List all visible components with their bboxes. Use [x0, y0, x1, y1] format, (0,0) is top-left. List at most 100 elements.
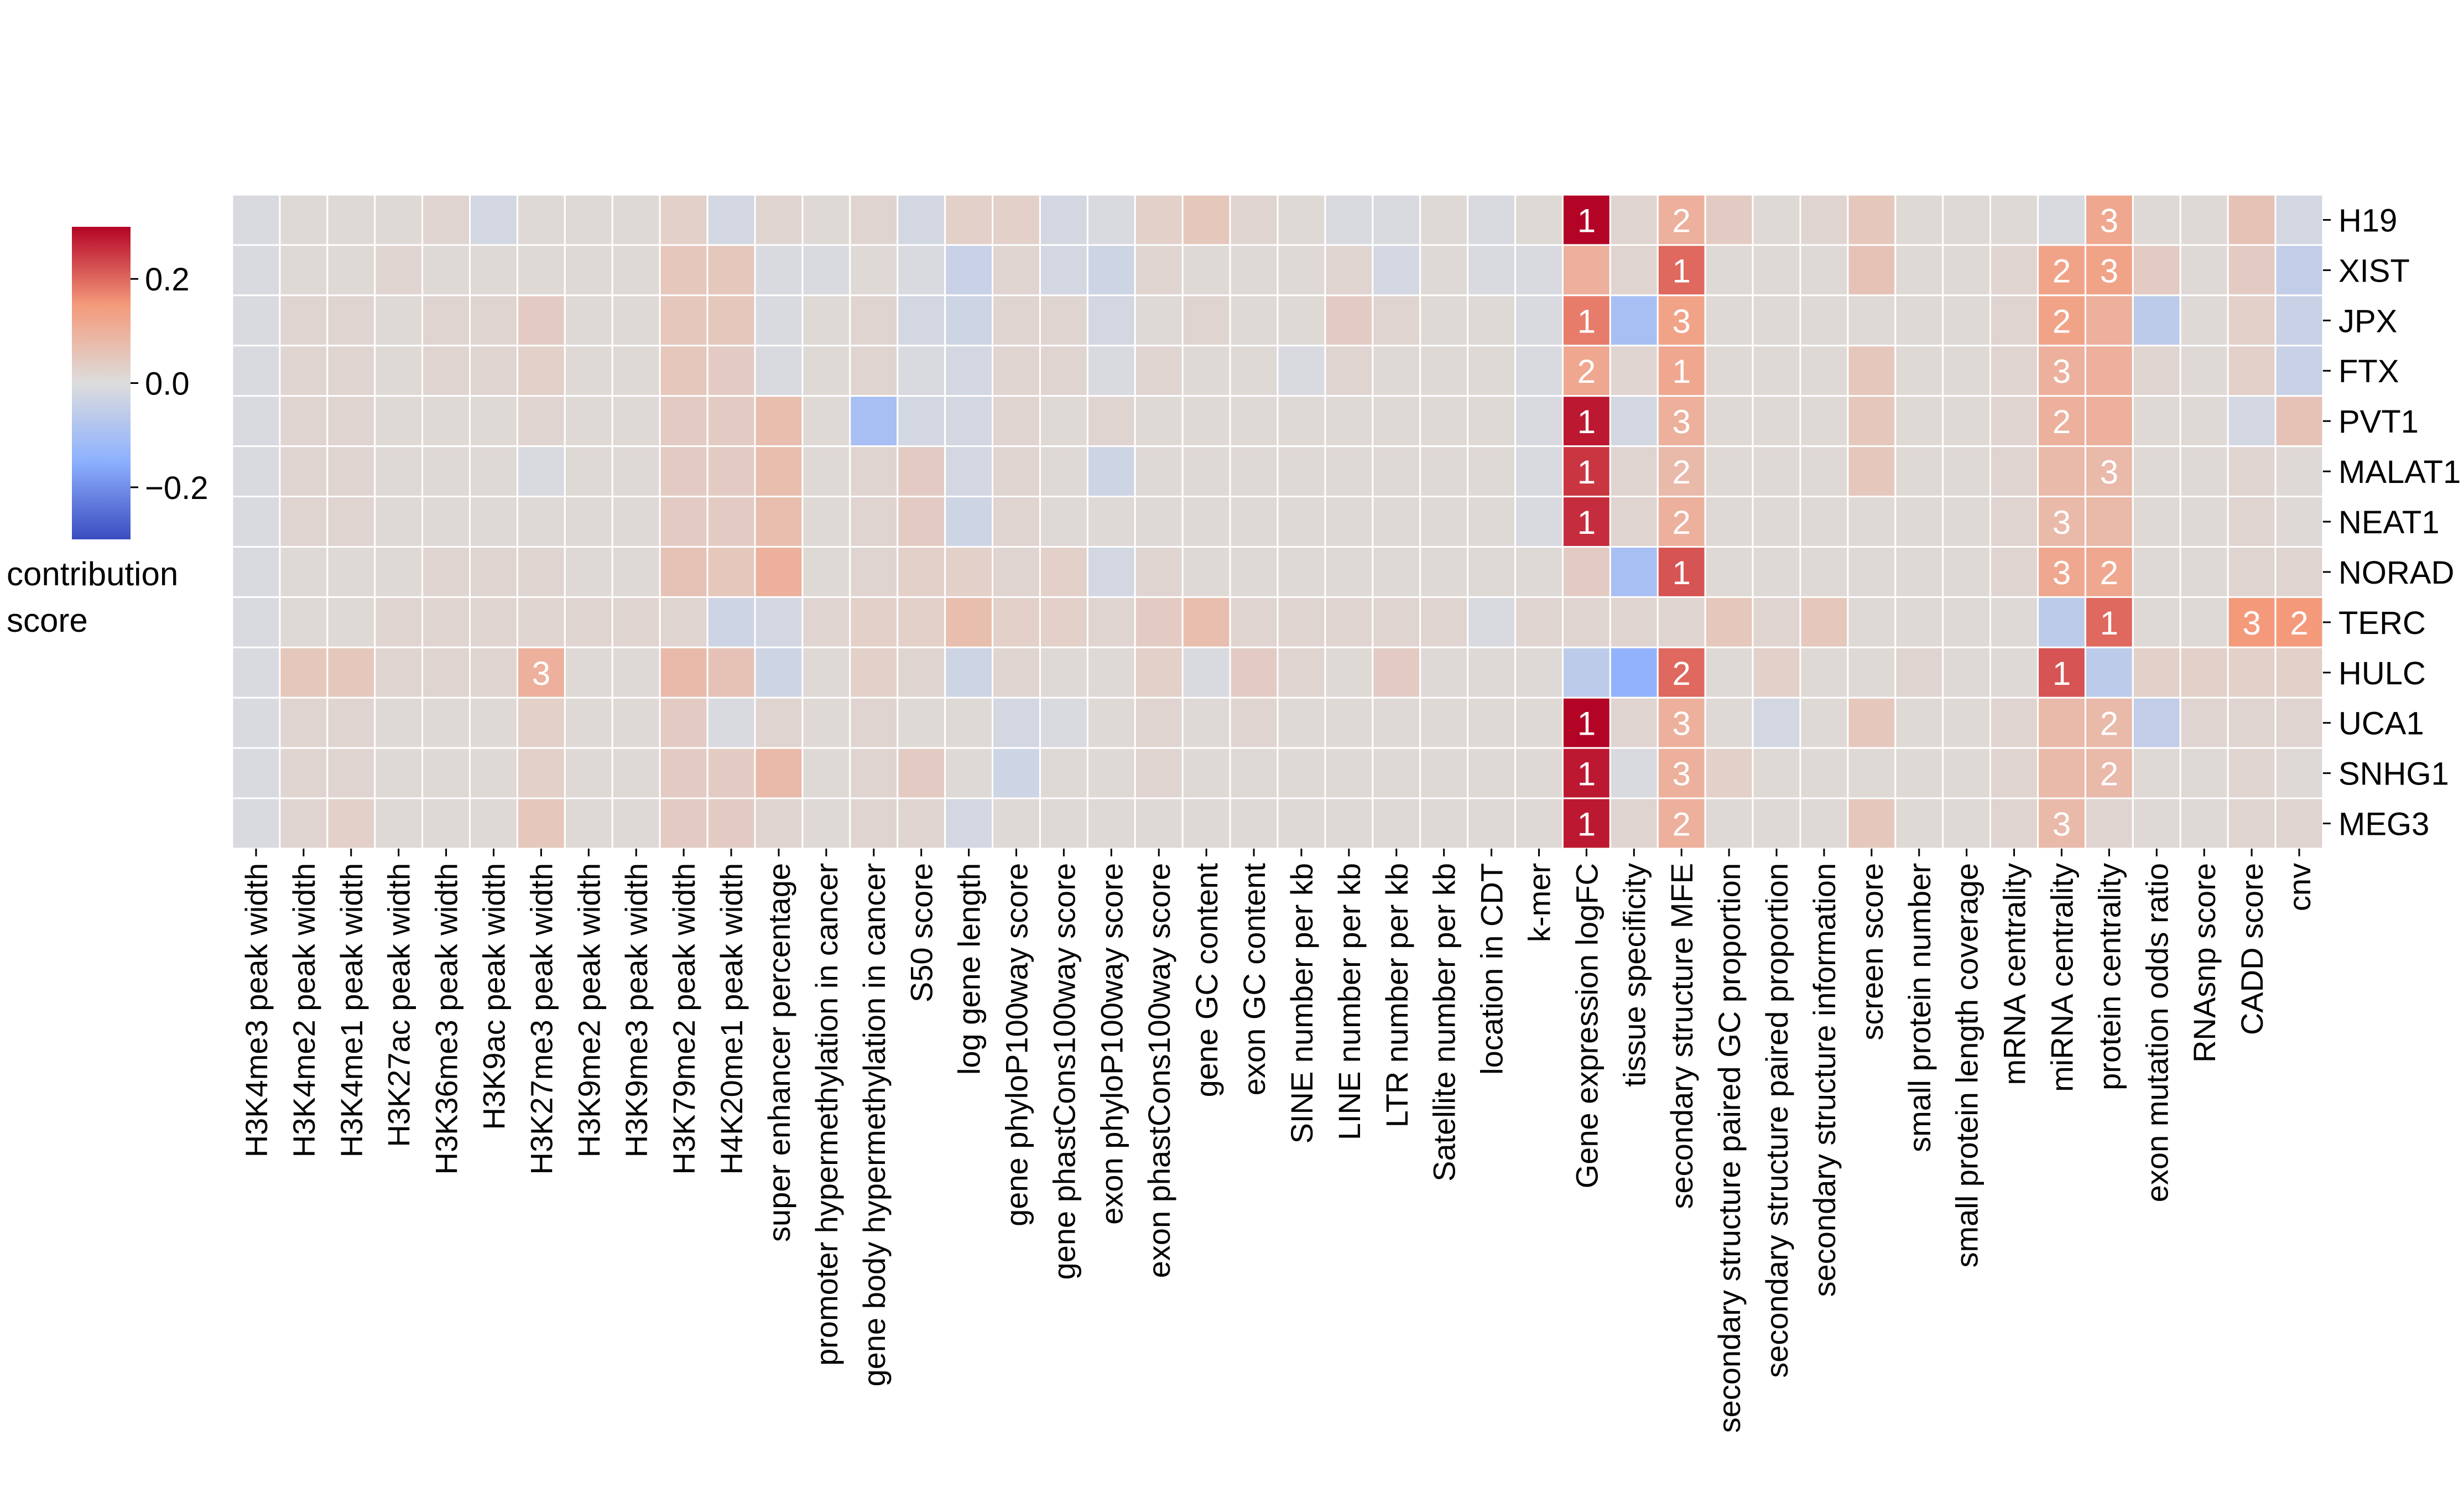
heatmap-cell [1989, 345, 2039, 397]
column-label: super enhancer percentage [762, 863, 796, 1242]
cell-annotation: 2 [1673, 655, 1691, 692]
heatmap-cell [1324, 646, 1374, 699]
heatmap-cell [801, 194, 851, 246]
heatmap-cell [2274, 244, 2324, 297]
heatmap-cell [2037, 395, 2086, 448]
heatmap-cell [1799, 596, 1849, 648]
cell-annotation: 2 [1673, 454, 1691, 491]
heatmap-cell [1181, 747, 1231, 799]
heatmap-cell [1609, 545, 1659, 598]
heatmap-cell [1514, 596, 1564, 648]
heatmap-cell [516, 696, 566, 749]
heatmap-cell [659, 596, 709, 648]
cell-annotation: 2 [2100, 554, 2118, 591]
heatmap-cell [611, 194, 661, 246]
heatmap-cell [706, 395, 756, 448]
heatmap-cell [1039, 596, 1088, 648]
heatmap-cell [1704, 244, 1754, 297]
heatmap-cell [611, 545, 661, 598]
heatmap-cell [992, 696, 1041, 749]
heatmap-cell [706, 646, 756, 699]
heatmap-cell [374, 345, 424, 397]
column-label: H3K9me3 peak width [619, 863, 654, 1157]
heatmap-cell [1609, 294, 1659, 347]
heatmap-cell [1467, 747, 1517, 799]
heatmap-cell [516, 496, 566, 548]
heatmap-cell [279, 797, 329, 850]
heatmap-cell [1467, 445, 1517, 498]
cell-annotation: 3 [2053, 554, 2071, 591]
heatmap-cell [1989, 646, 2039, 699]
heatmap-cell [944, 696, 994, 749]
heatmap-cell [1609, 646, 1659, 699]
heatmap-cell [2037, 345, 2086, 397]
column-label: H3K27ac peak width [382, 863, 416, 1147]
cell-annotation: 3 [1673, 303, 1691, 340]
heatmap-cell [992, 244, 1041, 297]
heatmap-cell [2037, 696, 2086, 749]
heatmap-cell [564, 395, 613, 448]
heatmap-cell [944, 294, 994, 347]
heatmap-cell [1372, 696, 1421, 749]
heatmap-cell [2274, 747, 2324, 799]
heatmap-cell [1989, 294, 2039, 347]
heatmap-cell [1561, 545, 1611, 598]
heatmap-cell [1989, 596, 2039, 648]
column-label: exon phastCons100way score [1142, 863, 1176, 1278]
heatmap-cell [1989, 445, 2039, 498]
heatmap-cell [2084, 395, 2134, 448]
heatmap-cell [897, 696, 946, 749]
heatmap-cell [2132, 294, 2181, 347]
row-label: PVT1 [2338, 404, 2419, 440]
heatmap-cell [1942, 747, 1992, 799]
heatmap-cell [1894, 596, 1944, 648]
heatmap-cell [1609, 596, 1659, 648]
heatmap-cell [1752, 646, 1801, 699]
heatmap-cell [754, 696, 804, 749]
column-label: screen score [1854, 863, 1889, 1041]
heatmap-cell [1419, 696, 1469, 749]
heatmap-cell [564, 194, 613, 246]
heatmap-cell [1419, 596, 1469, 648]
heatmap-cell [2132, 696, 2181, 749]
heatmap-cell [469, 445, 518, 498]
heatmap-cell [1514, 294, 1564, 347]
heatmap-cell [469, 545, 518, 598]
heatmap-cell [326, 596, 376, 648]
heatmap-cell [2179, 596, 2229, 648]
heatmap-cell [2037, 194, 2086, 246]
heatmap-cell [1799, 696, 1849, 749]
column-label: mRNA centrality [1997, 863, 2032, 1085]
heatmap-cell [1942, 646, 1992, 699]
heatmap-cell [516, 345, 566, 397]
heatmap-cell [706, 294, 756, 347]
cell-annotation: 3 [2100, 252, 2118, 289]
heatmap-cell [1561, 345, 1611, 397]
heatmap-cell [326, 797, 376, 850]
heatmap-cell [2084, 596, 2134, 648]
heatmap-cell [611, 445, 661, 498]
heatmap-cell [1372, 496, 1421, 548]
heatmap-cell [1039, 496, 1088, 548]
heatmap-cell [2037, 445, 2086, 498]
heatmap-cell [421, 294, 471, 347]
heatmap-cell [231, 747, 281, 799]
heatmap-cell [1704, 545, 1754, 598]
heatmap-cell [801, 545, 851, 598]
column-label: H4K20me1 peak width [714, 863, 749, 1174]
heatmap-cells [231, 194, 2324, 850]
heatmap-cell [469, 194, 518, 246]
heatmap-cell [659, 445, 709, 498]
heatmap-cell [1134, 244, 1184, 297]
heatmap-cell [2132, 194, 2181, 246]
heatmap-cell [1372, 294, 1421, 347]
heatmap-cell [516, 194, 566, 246]
heatmap-cell [754, 545, 804, 598]
heatmap-cell [1039, 696, 1088, 749]
heatmap-cell [1894, 545, 1944, 598]
column-label: gene phyloP100way score [999, 863, 1034, 1226]
heatmap-cell [611, 294, 661, 347]
heatmap-cell [564, 646, 613, 699]
heatmap-cell [1277, 194, 1326, 246]
heatmap-cell [1561, 596, 1611, 648]
